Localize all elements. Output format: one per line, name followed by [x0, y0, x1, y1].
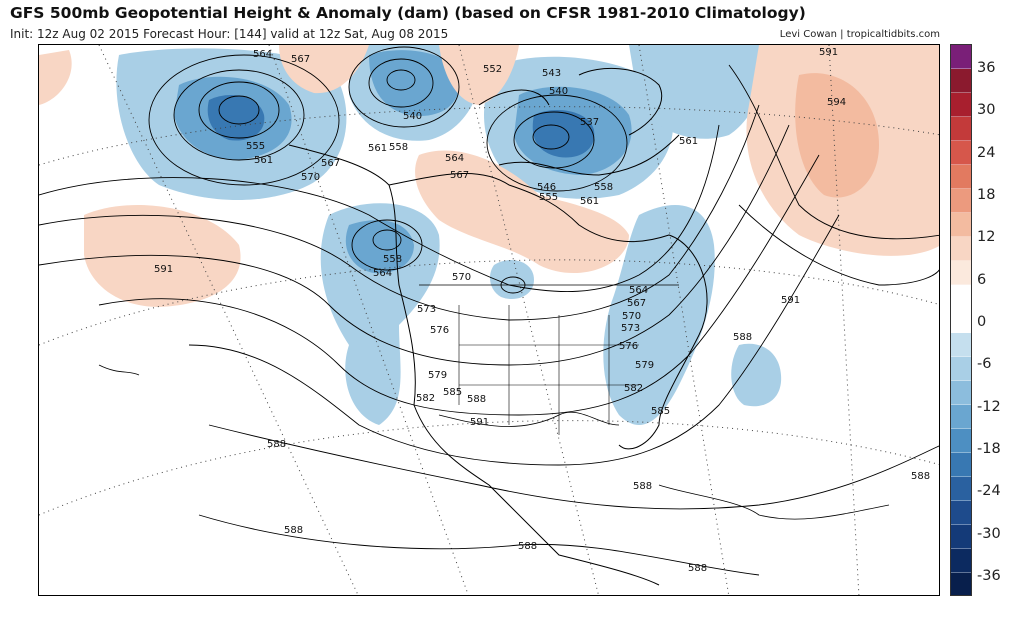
colorbar-cell [951, 93, 971, 117]
contour-labels: 564 567 555 561 570 567 540 561 558 552 … [154, 47, 930, 574]
colorbar-cell [951, 117, 971, 141]
contour-label: 576 [619, 341, 638, 352]
colorbar-cell [951, 285, 971, 309]
contour-label: 573 [621, 323, 640, 334]
contour-label: 567 [291, 54, 310, 65]
colorbar-tick-label: 6 [977, 271, 987, 288]
contour-label: 537 [580, 117, 599, 128]
contour-label: 585 [651, 406, 670, 417]
contour-label: 555 [246, 141, 265, 152]
contour-label: 555 [539, 192, 558, 203]
colorbar-cell [951, 525, 971, 549]
contour-label: 558 [383, 254, 402, 265]
graticule [39, 45, 939, 595]
contour-label: 591 [781, 295, 800, 306]
colorbar-cell [951, 213, 971, 237]
colorbar-cell [951, 141, 971, 165]
contour-label: 588 [911, 471, 930, 482]
contour-label: 558 [389, 142, 408, 153]
contour-label: 588 [633, 481, 652, 492]
contour-label: 546 [537, 182, 556, 193]
colorbar-tick-label: -30 [977, 525, 1001, 542]
contour-label: 570 [622, 311, 641, 322]
contour-label: 582 [416, 393, 435, 404]
colorbar-cell [951, 501, 971, 525]
map-canvas: 564 567 555 561 570 567 540 561 558 552 … [39, 45, 939, 595]
contour-label: 561 [679, 136, 698, 147]
colorbar-tick-label: 24 [977, 144, 996, 161]
contour-label: 588 [284, 525, 303, 536]
contour-label: 567 [321, 158, 340, 169]
contour-label: 561 [368, 143, 387, 154]
colorbar-cell [951, 573, 971, 595]
contour-label: 564 [253, 49, 272, 60]
colorbar-cell [951, 309, 971, 333]
contour-label: 564 [445, 153, 464, 164]
contour-label: 588 [467, 394, 486, 405]
colorbar-tick-label: 36 [977, 60, 996, 76]
colorbar-cell [951, 357, 971, 381]
colorbar-cell [951, 189, 971, 213]
contour-label: 588 [267, 439, 286, 450]
colorbar-cell [951, 477, 971, 501]
contour-label: 567 [627, 298, 646, 309]
colorbar-cell [951, 429, 971, 453]
contour-label: 588 [688, 563, 707, 574]
contour-label: 576 [430, 325, 449, 336]
forecast-info: Init: 12z Aug 02 2015 Forecast Hour: [14… [10, 27, 449, 41]
contour-label: 588 [733, 332, 752, 343]
weather-map: 564 567 555 561 570 567 540 561 558 552 … [38, 44, 940, 596]
negative-anomaly-shading [116, 45, 782, 425]
contour-label: 543 [542, 68, 561, 79]
contour-label: 591 [154, 264, 173, 275]
contour-label: 579 [635, 360, 654, 371]
contour-label: 540 [403, 111, 422, 122]
contour-label: 552 [483, 64, 502, 75]
contour-label: 570 [301, 172, 320, 183]
contour-label: 564 [373, 268, 392, 279]
colorbar-cell [951, 69, 971, 93]
colorbar-tick-label: -24 [977, 483, 1001, 500]
credit-text: Levi Cowan | tropicaltidbits.com [779, 29, 940, 40]
colorbar-tick-label: 0 [977, 314, 987, 330]
colorbar-tick-label: -36 [977, 568, 1001, 584]
colorbar-cell [951, 165, 971, 189]
colorbar-cell [951, 333, 971, 357]
colorbar-tick-label: -18 [977, 441, 1001, 457]
contour-label: 582 [624, 383, 643, 394]
colorbar-cell [951, 405, 971, 429]
contour-label: 579 [428, 370, 447, 381]
contour-label: 558 [594, 182, 613, 193]
colorbar-cell [951, 261, 971, 285]
contour-label: 540 [549, 86, 568, 97]
colorbar-tick-label: 12 [977, 229, 996, 246]
colorbar-tick-label: 18 [977, 187, 996, 203]
contour-label: 585 [443, 387, 462, 398]
colorbar-cell [951, 381, 971, 405]
colorbar-tick-label: 30 [977, 102, 996, 119]
chart-title: GFS 500mb Geopotential Height & Anomaly … [10, 4, 806, 22]
colorbar-cell [951, 45, 971, 69]
positive-anomaly-shading [39, 45, 939, 307]
anomaly-colorbar [950, 44, 972, 596]
colorbar-cell [951, 453, 971, 477]
colorbar-cell [951, 549, 971, 573]
contour-label: 561 [580, 196, 599, 207]
colorbar-cell [951, 237, 971, 261]
contour-label: 573 [417, 304, 436, 315]
contour-label: 588 [518, 541, 537, 552]
contour-label: 594 [827, 97, 846, 108]
contour-label: 567 [450, 170, 469, 181]
colorbar-tick-label: -6 [977, 356, 992, 373]
colorbar-tick-label: -12 [977, 398, 1001, 415]
contour-label: 591 [470, 417, 489, 428]
contour-label: 591 [819, 47, 838, 58]
height-contours [39, 46, 939, 576]
coastlines [98, 67, 890, 586]
contour-label: 570 [452, 272, 471, 283]
contour-label: 561 [254, 155, 273, 166]
contour-label: 564 [629, 285, 648, 296]
